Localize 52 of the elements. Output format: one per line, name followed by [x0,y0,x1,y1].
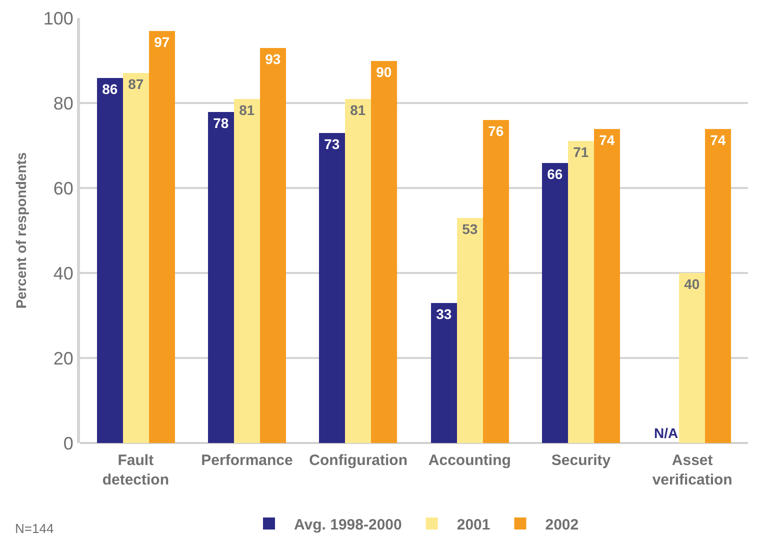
bar [568,141,594,443]
data-label: 40 [684,276,700,292]
bar [679,273,705,443]
x-tick-label: Configuration [309,452,408,469]
data-label: 71 [573,144,589,160]
bar [319,133,345,443]
legend-label: Avg. 1998-2000 [294,516,402,534]
data-label: 93 [265,51,281,67]
data-label: 53 [462,221,478,237]
bar [594,129,620,443]
bar [457,218,483,443]
text: N/A [654,425,678,441]
y-tick-label: 20 [53,348,74,368]
data-label: 97 [154,34,170,50]
bar [123,73,149,443]
data-label: 81 [239,102,255,118]
data-label: 76 [488,123,504,139]
y-tick-label: 80 [53,93,74,114]
x-tick-label: Performance [201,452,293,469]
bar [260,48,286,443]
data-label: 66 [547,166,563,182]
data-label: 74 [710,132,726,148]
bar [149,31,175,443]
data-label: 90 [376,64,392,80]
y-tick-label: 100 [43,8,74,28]
bar [705,129,731,443]
y-tick-label: 0 [63,433,74,454]
data-label: 81 [350,102,366,118]
x-tick-label: Fault detection [102,452,170,488]
bar [483,120,509,443]
bar [371,61,397,443]
data-label: 73 [324,136,340,152]
bar [345,99,371,443]
bar [542,163,568,443]
data-label: 74 [599,132,615,148]
legend-label: 2002 [545,516,579,534]
bar [431,303,457,443]
bar [208,112,234,443]
x-tick-label: Accounting [428,452,511,469]
y-tick-label: 40 [53,263,74,284]
data-label: 86 [102,81,118,97]
text: N=144 [15,521,54,536]
bar [234,99,260,443]
y-tick-label: 60 [53,178,74,198]
data-label: 87 [128,76,144,92]
x-tick-label: Security [551,452,612,469]
x-tick-label: Asset verification [652,452,732,488]
data-label: 78 [213,115,229,131]
bar [97,78,123,443]
y-axis-title: Percent of respondents [12,152,29,309]
data-label: 33 [436,306,452,322]
legend-label: 2001 [456,516,490,534]
